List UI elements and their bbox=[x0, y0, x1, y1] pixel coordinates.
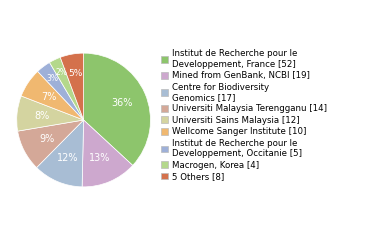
Legend: Institut de Recherche pour le
Developpement, France [52], Mined from GenBank, NC: Institut de Recherche pour le Developpem… bbox=[161, 49, 327, 181]
Text: 12%: 12% bbox=[57, 153, 78, 163]
Wedge shape bbox=[49, 57, 84, 120]
Text: 2%: 2% bbox=[55, 68, 67, 78]
Wedge shape bbox=[82, 120, 133, 187]
Wedge shape bbox=[17, 120, 84, 168]
Wedge shape bbox=[36, 120, 84, 187]
Text: 36%: 36% bbox=[111, 98, 132, 108]
Text: 9%: 9% bbox=[39, 134, 54, 144]
Text: 3%: 3% bbox=[46, 74, 58, 83]
Wedge shape bbox=[21, 72, 84, 120]
Wedge shape bbox=[60, 53, 84, 120]
Text: 8%: 8% bbox=[35, 111, 50, 121]
Text: 7%: 7% bbox=[41, 92, 57, 102]
Wedge shape bbox=[38, 62, 84, 120]
Text: 5%: 5% bbox=[68, 69, 82, 78]
Wedge shape bbox=[17, 96, 84, 131]
Wedge shape bbox=[84, 53, 150, 165]
Text: 13%: 13% bbox=[89, 153, 111, 163]
